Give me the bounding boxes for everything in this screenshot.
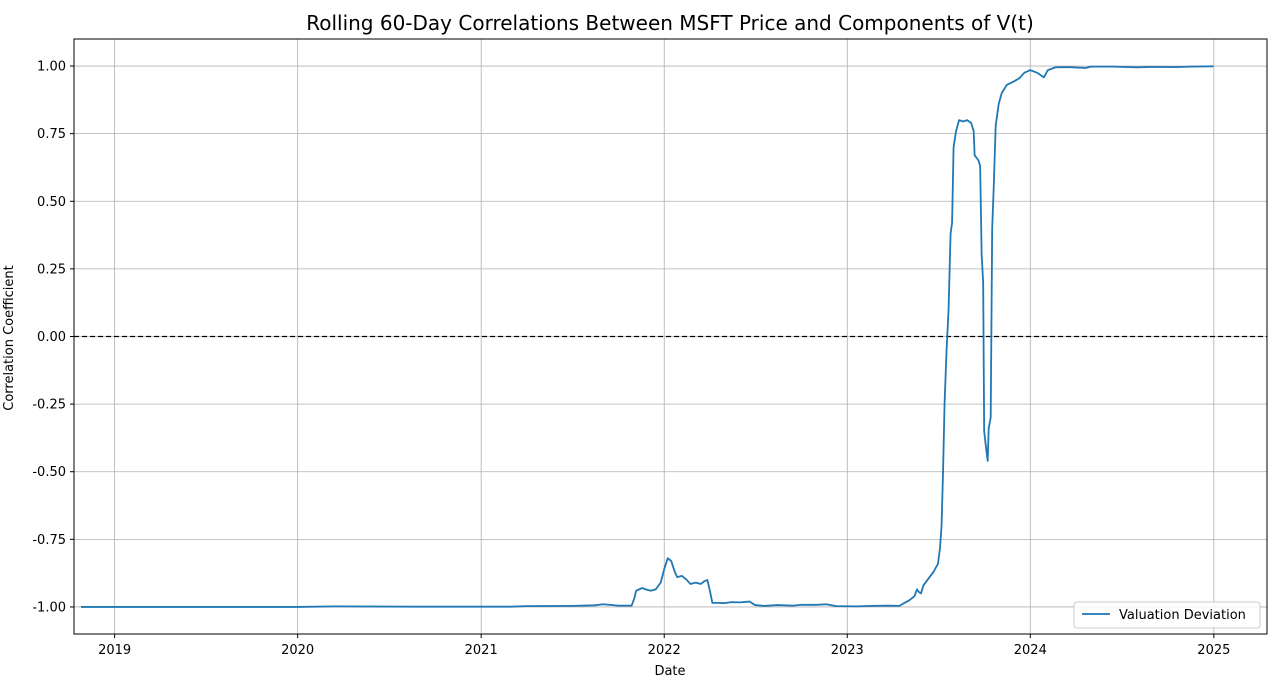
x-axis: 2019 2020 2021 2022 2023 2024 2025 xyxy=(98,634,1230,658)
y-axis-label: Correlation Coefficient xyxy=(2,265,17,411)
y-tick-label: -0.25 xyxy=(32,398,66,413)
y-tick-label: 1.00 xyxy=(37,60,66,75)
x-tick-label: 2019 xyxy=(98,643,131,658)
y-tick-label: -1.00 xyxy=(32,600,66,615)
legend-box xyxy=(1073,601,1261,629)
series-line-valuation-deviation xyxy=(81,65,1214,608)
x-tick-label: 2023 xyxy=(831,643,864,658)
chart-title: Rolling 60-Day Correlations Between MSFT… xyxy=(306,11,1034,35)
legend-label: Valuation Deviation xyxy=(1119,608,1246,623)
y-tick-label: -0.75 xyxy=(32,533,66,548)
x-tick-label: 2022 xyxy=(648,643,681,658)
x-tick-label: 2025 xyxy=(1197,643,1230,658)
y-tick-label: -0.50 xyxy=(32,465,66,480)
legend: Valuation Deviation xyxy=(1073,601,1261,629)
x-tick-label: 2020 xyxy=(281,643,314,658)
y-tick-label: 0.00 xyxy=(37,330,66,345)
y-tick-label: 0.75 xyxy=(37,127,66,142)
y-axis: -1.00 -0.75 -0.50 -0.25 0.00 0.25 0.50 0.75 1.00 xyxy=(32,60,74,615)
y-tick-label: 0.50 xyxy=(37,195,66,210)
x-axis-label: Date xyxy=(654,664,685,679)
x-tick-label: 2021 xyxy=(465,643,498,658)
x-tick-label: 2024 xyxy=(1014,643,1047,658)
y-tick-label: 0.25 xyxy=(37,262,66,277)
